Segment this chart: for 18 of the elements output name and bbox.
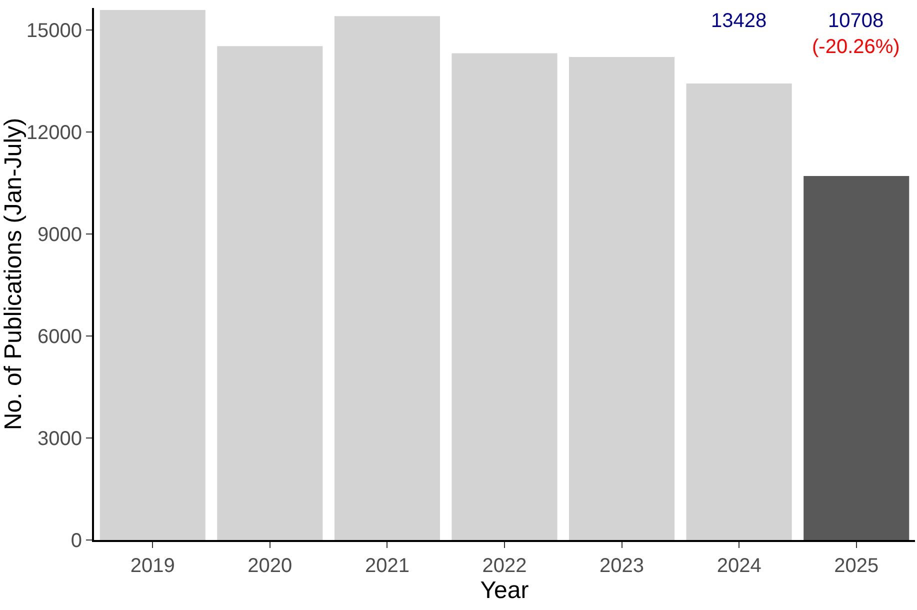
y-tick-label: 3000 [38, 428, 82, 450]
y-axis-title: No. of Publications (Jan-July) [0, 118, 27, 430]
y-tick-label: 12000 [26, 122, 82, 144]
annotation: 10708 [828, 10, 884, 32]
y-tick-label: 9000 [38, 224, 82, 246]
y-tick-label: 0 [70, 530, 82, 552]
annotation: 13428 [711, 10, 767, 32]
x-tick-label: 2019 [130, 555, 175, 577]
x-tick-label: 2023 [600, 555, 644, 577]
x-tick-label: 2025 [834, 555, 879, 577]
x-tick-label: 2020 [248, 555, 292, 577]
y-tick-label: 15000 [26, 20, 82, 42]
x-tick-label: 2022 [482, 555, 527, 577]
y-tick-label: 6000 [38, 326, 82, 348]
annotation: (-20.26%) [812, 36, 900, 58]
x-tick-label: 2024 [716, 555, 762, 577]
x-axis-title: Year [480, 577, 529, 604]
x-tick-label: 2021 [364, 555, 410, 577]
